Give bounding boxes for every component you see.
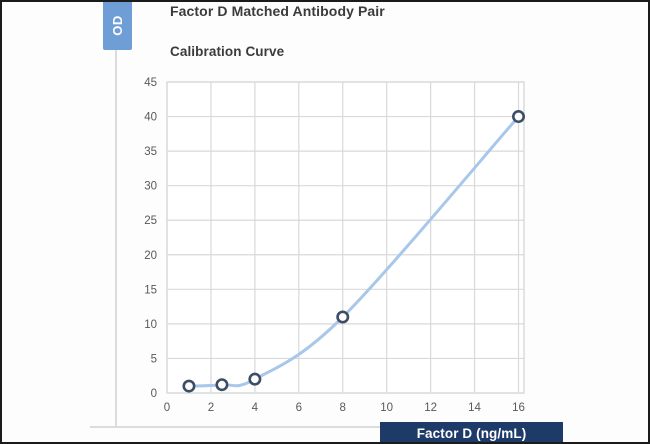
x-axis-tick-label: 12 (424, 402, 437, 414)
y-axis-tick-label: 30 (144, 181, 157, 193)
y-axis-tick-label: 15 (144, 284, 157, 296)
y-axis-title-box: OD (103, 2, 132, 50)
x-axis-title: Factor D (ng/mL) (416, 426, 527, 441)
y-axis-tick-label: 25 (144, 215, 157, 227)
x-axis-tick-label: 6 (296, 402, 302, 414)
y-axis-tick-label: 10 (144, 319, 157, 331)
y-axis-tick-label: 5 (151, 353, 157, 365)
x-axis-tick-label: 10 (380, 402, 393, 414)
x-axis-tick-label: 14 (468, 402, 481, 414)
y-axis-tick-label: 35 (144, 146, 157, 158)
y-axis-tick-label: 20 (144, 250, 157, 262)
x-axis-tick-label: 2 (208, 402, 214, 414)
data-point-marker (248, 372, 262, 386)
x-axis-tick-label: 16 (512, 402, 525, 414)
y-axis-tick-label: 40 (144, 112, 157, 124)
data-point-marker (215, 378, 229, 392)
data-point-marker (182, 379, 196, 393)
plot-area (166, 81, 525, 394)
x-axis-tick-label: 8 (340, 402, 346, 414)
chart-title: Factor D Matched Antibody Pair (170, 3, 385, 19)
x-axis-title-box: Factor D (ng/mL) (380, 422, 563, 442)
x-axis-guide-line (90, 426, 380, 428)
x-axis-tick-label: 4 (252, 402, 259, 414)
y-axis-guide-line (115, 50, 117, 428)
data-point-marker (512, 110, 526, 124)
y-axis-tick-label: 45 (144, 77, 157, 89)
data-point-marker (336, 310, 350, 324)
y-axis-tick-label: 0 (151, 388, 157, 400)
x-axis-tick-label: 0 (164, 402, 170, 414)
chart-subtitle: Calibration Curve (170, 44, 285, 59)
